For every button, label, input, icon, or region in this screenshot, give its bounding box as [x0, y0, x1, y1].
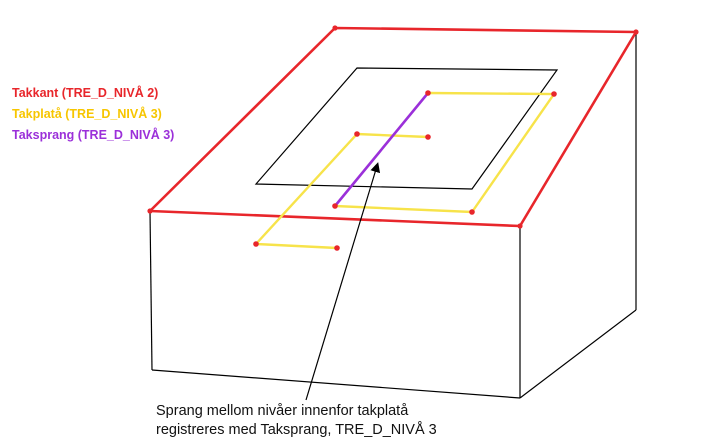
- vertex: [425, 134, 431, 140]
- legend: Takkant (TRE_D_NIVÅ 2) Takplatå (TRE_D_N…: [12, 83, 174, 146]
- pointer-arrow: [305, 162, 381, 401]
- vertex: [334, 245, 340, 251]
- building-walls: [149, 32, 637, 399]
- vertex: [517, 223, 523, 229]
- legend-item-taksprang: Taksprang (TRE_D_NIVÅ 3): [12, 128, 175, 142]
- roof-opening: [254, 67, 559, 190]
- takkant-roof-edge: [148, 26, 638, 228]
- vertex: [425, 90, 431, 96]
- caption-line-1: Sprang mellom nivåer innenfor takplatå: [156, 403, 409, 419]
- vertex: [551, 91, 557, 97]
- takplata-upper-loop: [333, 91, 557, 214]
- vertex: [354, 131, 360, 137]
- front-left-edge: [149, 210, 153, 371]
- vertex: [332, 25, 338, 31]
- vertex-points: [147, 25, 639, 251]
- vertex: [253, 241, 259, 247]
- vertex: [469, 209, 475, 215]
- back-bottom-edge: [519, 309, 637, 399]
- legend-item-takkant: Takkant (TRE_D_NIVÅ 2): [12, 86, 159, 100]
- front-bottom-edge: [151, 369, 521, 399]
- taksprang-line: [333, 91, 430, 208]
- legend-item-takplata: Takplatå (TRE_D_NIVÅ 3): [12, 107, 162, 121]
- caption-line-2: registreres med Taksprang, TRE_D_NIVÅ 3: [156, 422, 437, 438]
- vertex: [332, 203, 338, 209]
- vertex: [633, 29, 639, 35]
- arrow-caption: Sprang mellom nivåer innenfor takplatå r…: [156, 402, 437, 440]
- takplata-lower-loop: [253, 132, 430, 250]
- vertex: [147, 208, 153, 214]
